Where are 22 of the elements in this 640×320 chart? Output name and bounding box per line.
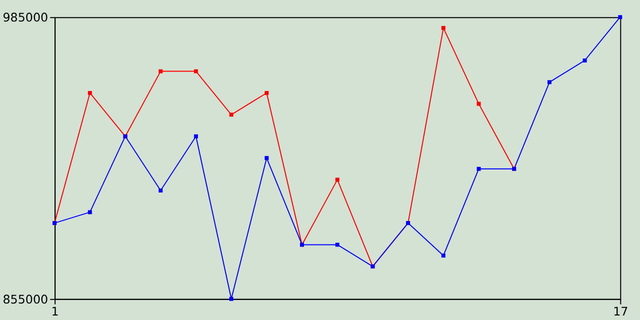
point	[441, 254, 446, 258]
point	[158, 69, 163, 74]
point	[335, 178, 340, 182]
x-tick-label: 17	[613, 304, 628, 318]
point	[335, 242, 340, 247]
line-series	[52, 15, 622, 301]
point	[264, 91, 269, 95]
x-tick-label: 1	[51, 304, 59, 318]
point	[158, 188, 163, 193]
point	[582, 58, 587, 62]
point	[547, 80, 552, 84]
point	[264, 156, 269, 160]
point	[229, 296, 234, 301]
point	[194, 134, 198, 138]
y-tick-label: 855000	[2, 292, 48, 306]
point	[88, 210, 92, 214]
point	[88, 91, 92, 95]
point	[618, 15, 622, 20]
point	[194, 69, 198, 74]
point	[441, 26, 446, 30]
y-tick-label: 985000	[2, 10, 48, 25]
point	[229, 112, 234, 117]
